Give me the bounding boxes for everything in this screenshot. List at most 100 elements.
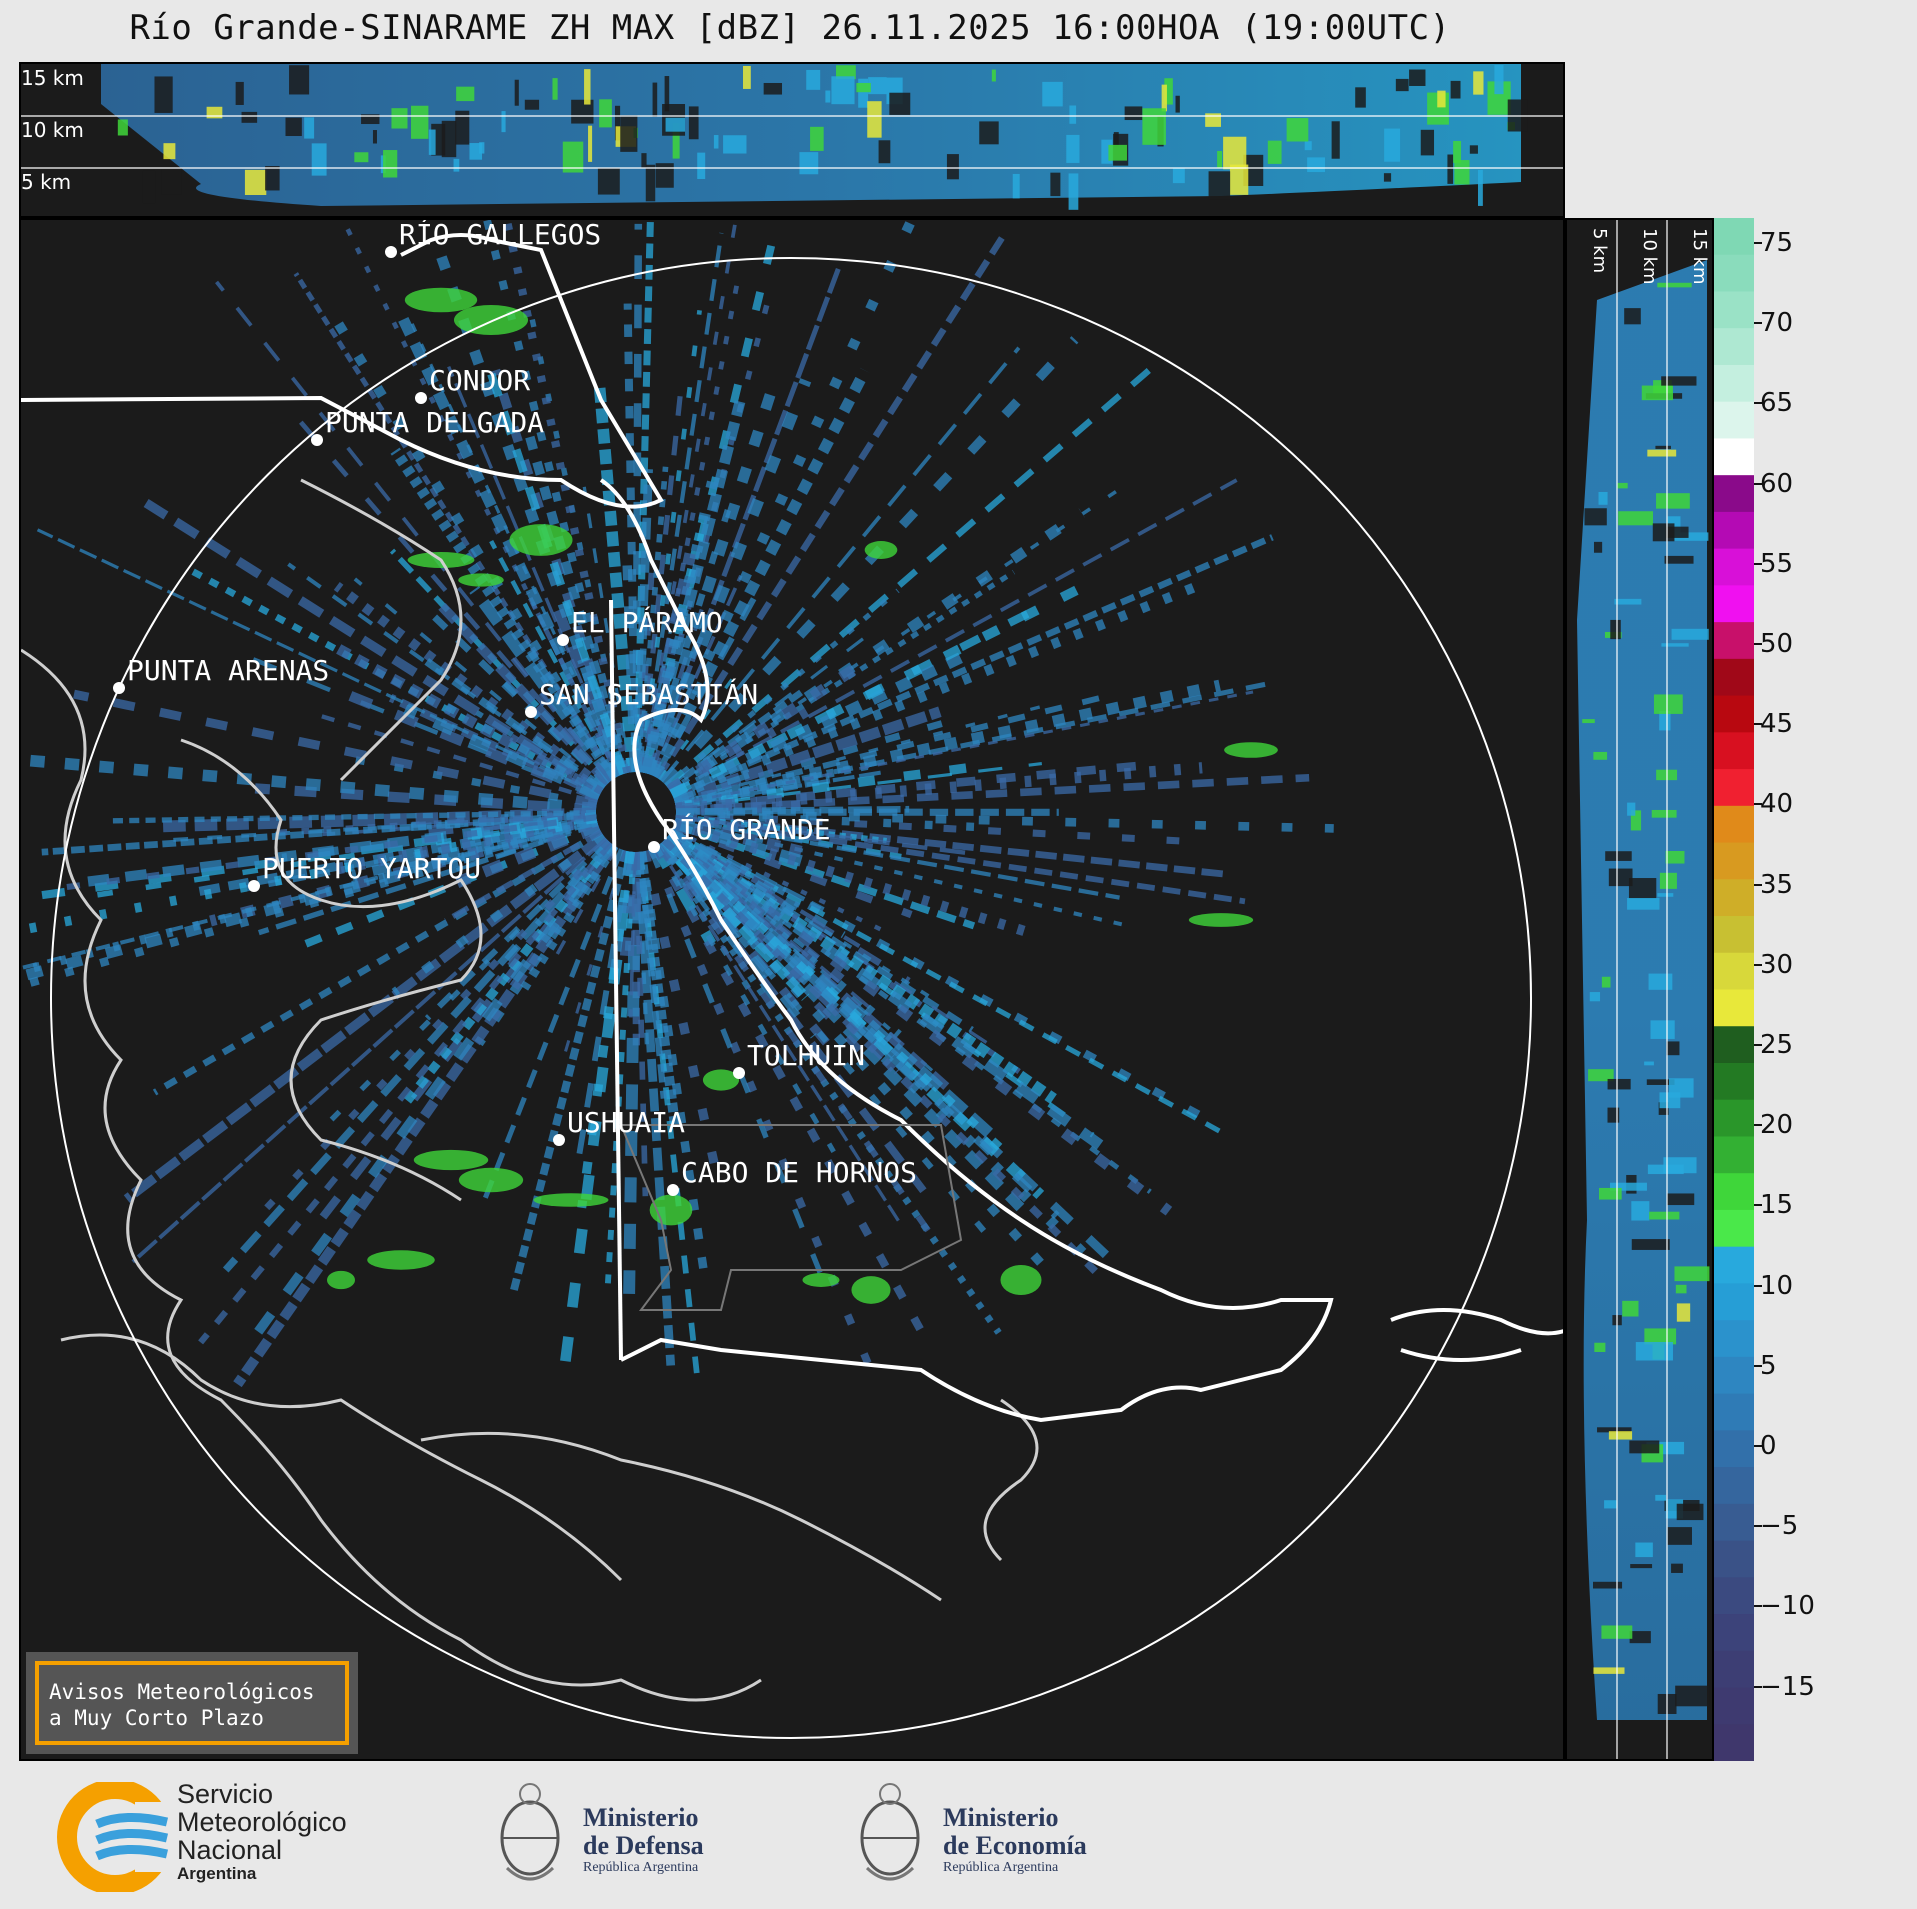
city-marker[interactable]: [248, 880, 260, 892]
colorbar-segment: [1714, 585, 1754, 623]
cross-section-echo: [1614, 598, 1642, 605]
cross-section-echo: [1588, 1069, 1614, 1082]
radar-echo: [667, 832, 1095, 1138]
cross-section-echo: [1069, 105, 1077, 124]
radar-echo: [21, 817, 599, 983]
radar-echo: [657, 842, 786, 1015]
map-title: Río Grande-SINARAME ZH MAX [dBZ] 26.11.2…: [129, 8, 1451, 48]
radar-echo: [640, 850, 721, 1175]
colorbar-segment: [1714, 1136, 1754, 1174]
colorbar-tick-mark: [1754, 1044, 1762, 1046]
city-marker[interactable]: [113, 682, 125, 694]
cross-section-echo: [1676, 1503, 1704, 1521]
cross-section-echo: [456, 86, 475, 102]
cross-section-echo: [1068, 173, 1079, 210]
cross-section-echo: [1494, 65, 1504, 95]
cross-section-echo: [1113, 132, 1119, 148]
convective-cell: [453, 304, 529, 336]
radar-echo: [637, 850, 709, 1275]
cross-section-echo: [743, 65, 751, 89]
radar-echo: [634, 851, 649, 1197]
convective-cell: [1000, 1265, 1042, 1295]
convective-cell: [326, 1270, 356, 1290]
colorbar-tick-label: 75: [1760, 228, 1794, 258]
side-height-label-10: 10 km: [1639, 228, 1660, 285]
colorbar-segment: [1714, 438, 1754, 476]
radar-echo: [143, 499, 605, 795]
cross-section-echo: [285, 117, 302, 137]
cross-section-echo: [552, 78, 558, 100]
cross-section-echo: [1644, 1328, 1677, 1345]
radar-echo: [657, 840, 817, 1039]
colorbar-tick-mark: [1754, 1605, 1762, 1608]
radar-echo: [341, 753, 598, 809]
city-marker[interactable]: [733, 1067, 745, 1079]
radar-echo: [482, 848, 624, 1199]
radar-echo: [436, 255, 628, 777]
notice-line-2: a Muy Corto Plazo: [49, 1706, 264, 1730]
top-cross-section-plot: [21, 64, 1563, 210]
radar-echo: [73, 689, 598, 809]
cross-section-echo: [1665, 526, 1689, 538]
cross-section-echo: [1172, 167, 1185, 184]
cross-section-echo: [1667, 1193, 1695, 1206]
cross-section-echo: [1607, 1078, 1631, 1090]
city-marker[interactable]: [385, 246, 397, 258]
city-marker[interactable]: [311, 434, 323, 446]
colorbar-tick-label: 60: [1760, 468, 1794, 499]
province-lines: [619, 1124, 963, 1311]
radar-echo: [623, 303, 640, 773]
defensa-line-3: República Argentina: [583, 1860, 699, 1875]
city-marker[interactable]: [667, 1184, 679, 1196]
cross-section-echo: [1610, 1182, 1647, 1191]
colorbar-tick-mark: [1754, 723, 1762, 726]
cross-section-echo: [1409, 69, 1426, 86]
radar-echo: [403, 704, 602, 801]
colorbar: [1714, 218, 1754, 1761]
colorbar-segment: [1714, 622, 1754, 660]
cross-section-echo: [697, 152, 706, 180]
cross-section-echo: [1454, 160, 1470, 185]
cross-section-echo: [946, 154, 959, 180]
radar-echo: [639, 232, 724, 773]
colorbar-tick-label: −5: [1760, 1511, 1799, 1542]
city-marker[interactable]: [557, 634, 569, 646]
colorbar-tick-mark: [1754, 1364, 1762, 1367]
city-marker[interactable]: [525, 706, 537, 718]
radar-map[interactable]: RÍO GALLEGOS CONDOR PUNTA DELGADA EL PÁRAMO…: [19, 218, 1565, 1761]
short-term-warnings-box[interactable]: Avisos Meteorológicos a Muy Corto Plazo: [26, 1652, 358, 1754]
radar-echo: [198, 840, 614, 1345]
radar-echo: [673, 762, 781, 803]
cross-section-echo: [1646, 1079, 1675, 1085]
convective-cell: [1188, 913, 1254, 927]
colorbar-tick-label: 45: [1760, 709, 1794, 740]
cross-section-echo: [723, 135, 747, 154]
colorbar-tick-label: 70: [1760, 308, 1794, 339]
radar-echo: [86, 815, 597, 900]
cross-section-echo: [372, 130, 377, 144]
city-marker[interactable]: [553, 1134, 565, 1146]
cross-section-echo: [763, 82, 783, 95]
cross-section-echo: [1655, 1494, 1667, 1501]
cross-section-echo: [856, 82, 871, 93]
city-label: PUNTA DELGADA: [325, 406, 544, 439]
colorbar-tick-label: 50: [1760, 629, 1794, 659]
convective-cell: [413, 1149, 489, 1171]
city-label: PUERTO YARTOU: [262, 852, 481, 885]
top-height-label-15: 15 km: [21, 66, 84, 90]
cross-section-echo: [810, 126, 824, 151]
cross-section-echo: [1469, 145, 1478, 154]
radar-echo: [53, 814, 597, 892]
radar-echo: [636, 851, 667, 1099]
radar-echo: [653, 845, 836, 1154]
colorbar-segment: [1714, 1724, 1754, 1761]
economia-line-1: Ministerio: [943, 1803, 1059, 1832]
colorbar-segment: [1714, 1467, 1754, 1505]
city-marker[interactable]: [648, 841, 660, 853]
radar-echo: [556, 850, 637, 1388]
cross-section-echo: [161, 169, 182, 195]
notice-line-1: Avisos Meteorológicos: [49, 1680, 315, 1704]
radar-echo: [673, 716, 956, 805]
colorbar-segment: [1714, 1246, 1754, 1284]
city-marker[interactable]: [415, 392, 427, 404]
